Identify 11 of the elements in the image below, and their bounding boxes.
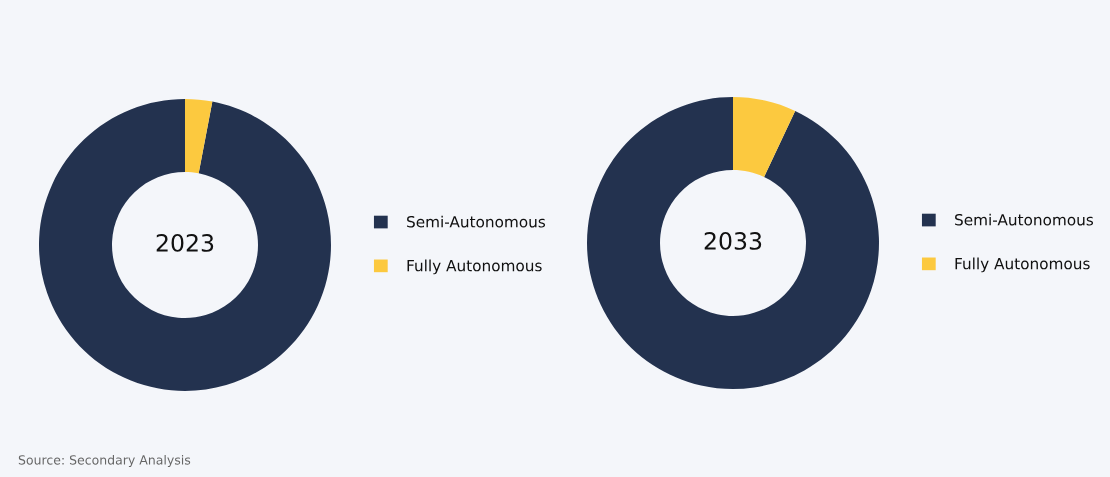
donut-slice — [587, 97, 879, 389]
text: 2033 — [704, 231, 762, 250]
legend-label: Fully Autonomous — [955, 257, 1090, 273]
donut-slice — [39, 99, 331, 391]
legend-label: Fully Autonomous — [407, 259, 542, 275]
donut-slice — [185, 99, 213, 174]
donut-slice — [733, 97, 796, 177]
text: 2023 — [156, 233, 214, 252]
legend-label: Semi-Autonomous — [955, 213, 1094, 226]
legend-label: Semi-Autonomous — [407, 215, 546, 228]
source-note: Source: Secondary Analysis — [18, 454, 191, 468]
